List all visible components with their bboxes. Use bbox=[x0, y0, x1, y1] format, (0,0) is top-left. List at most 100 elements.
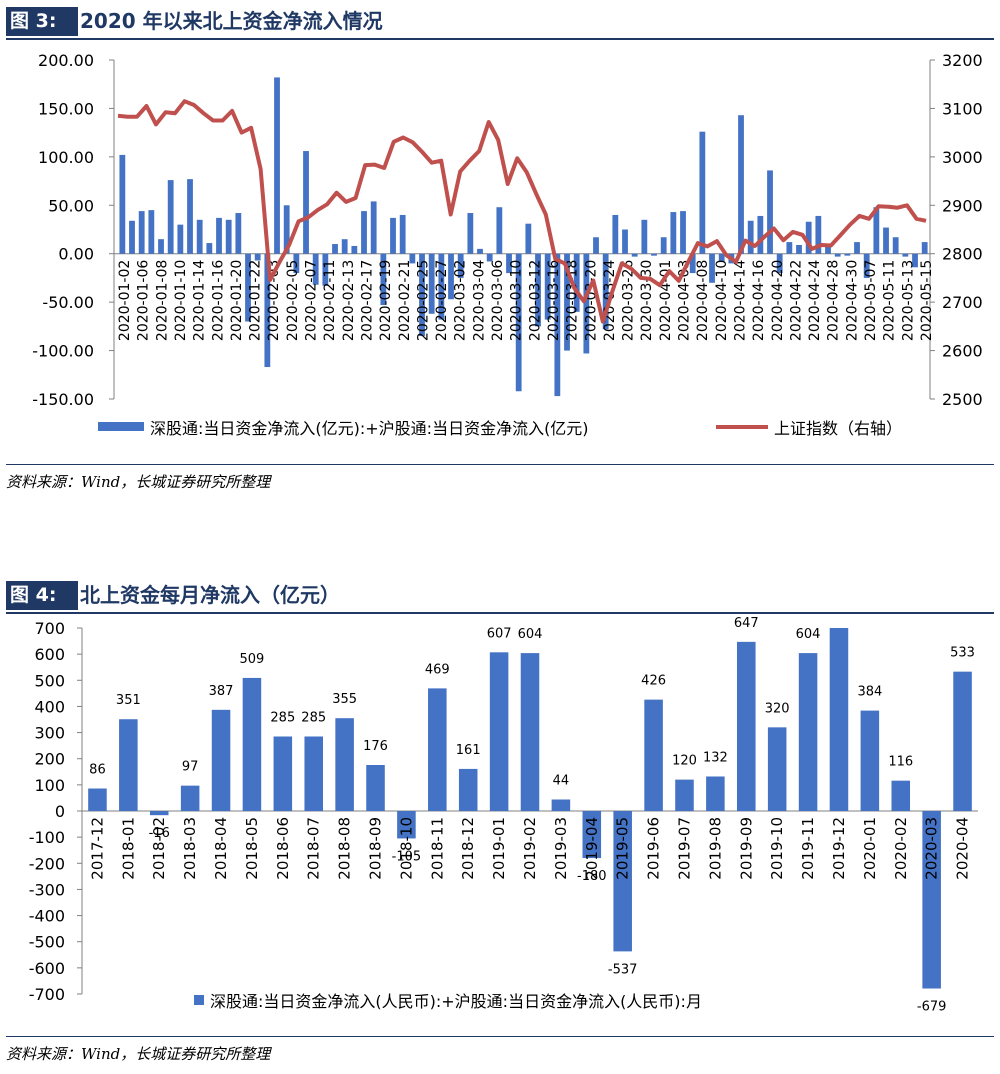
bar bbox=[409, 253, 416, 264]
figure4-source: 资料来源：Wind，长城证券研究所整理 bbox=[6, 1036, 994, 1064]
bar bbox=[798, 653, 818, 811]
bar bbox=[390, 217, 396, 254]
x-tick-label: 2018-02 bbox=[150, 817, 168, 880]
bar bbox=[738, 115, 744, 254]
bar bbox=[644, 699, 663, 811]
x-tick-label: 2020-04-24 bbox=[807, 260, 823, 341]
x-tick-label: 2019-07 bbox=[675, 817, 693, 880]
left-tick-label: -150.00 bbox=[32, 390, 94, 409]
bar bbox=[283, 205, 290, 254]
bar bbox=[757, 215, 764, 254]
x-tick-label: 2019-06 bbox=[645, 817, 663, 880]
bar bbox=[312, 253, 319, 285]
data-label: 351 bbox=[116, 693, 141, 708]
left-tick-label: 50.00 bbox=[48, 196, 94, 215]
data-label: 604 bbox=[796, 627, 821, 642]
x-tick-label: 2018-01 bbox=[119, 817, 137, 880]
bar bbox=[525, 223, 532, 254]
bar bbox=[148, 210, 155, 254]
bar bbox=[341, 239, 348, 254]
x-tick-label: 2020-04 bbox=[954, 817, 972, 880]
bar bbox=[631, 253, 638, 257]
bar bbox=[544, 253, 551, 320]
x-tick-label: 2020-05-15 bbox=[919, 260, 935, 341]
figure3-title: 2020 年以来北上资金净流入情况 bbox=[80, 9, 383, 33]
left-tick-label: -100.00 bbox=[32, 342, 94, 361]
bar bbox=[718, 253, 725, 262]
left-tick-label: -50.00 bbox=[42, 293, 94, 312]
x-tick-label: 2020-02-13 bbox=[341, 260, 357, 341]
x-tick-label: 2020-01-08 bbox=[154, 260, 170, 341]
bar bbox=[902, 253, 909, 257]
bar bbox=[883, 227, 889, 254]
right-tick-label: 3100 bbox=[942, 99, 983, 118]
data-label: 509 bbox=[240, 652, 265, 667]
bar bbox=[216, 217, 222, 254]
left-tick-label: 150.00 bbox=[38, 99, 94, 118]
figure4-title: 北上资金每月净流入（亿元） bbox=[80, 583, 340, 607]
legend-bar-label: 深股通:当日资金净流入(人民币):+沪股通:当日资金净流入(人民币):月 bbox=[210, 992, 702, 1011]
figure3-source: 资料来源：Wind，长城证券研究所整理 bbox=[6, 464, 994, 492]
x-tick-label: 2020-04-22 bbox=[788, 260, 804, 341]
x-tick-label: 2018-12 bbox=[459, 817, 477, 880]
x-tick-label: 2018-06 bbox=[274, 817, 292, 880]
x-tick-label: 2018-09 bbox=[367, 817, 385, 880]
right-tick-label: 2700 bbox=[942, 293, 983, 312]
x-tick-label: 2020-01-20 bbox=[229, 260, 245, 341]
y-tick-label: -500 bbox=[29, 933, 65, 952]
right-tick-label: 3200 bbox=[942, 51, 983, 70]
data-label: 132 bbox=[703, 750, 728, 765]
y-tick-label: -600 bbox=[29, 959, 65, 978]
x-tick-label: 2020-01 bbox=[861, 817, 879, 880]
bar bbox=[158, 239, 164, 254]
x-tick-label: 2020-03-16 bbox=[546, 260, 562, 341]
bar bbox=[922, 811, 941, 989]
bar bbox=[486, 253, 493, 262]
bar bbox=[660, 237, 667, 254]
data-label: 120 bbox=[672, 754, 697, 769]
bar bbox=[651, 253, 657, 256]
right-tick-label: 2500 bbox=[942, 390, 983, 409]
y-tick-label: 700 bbox=[34, 619, 65, 638]
x-tick-label: 2019-03 bbox=[552, 817, 570, 880]
bar bbox=[458, 768, 478, 811]
bar bbox=[689, 253, 696, 274]
bar bbox=[825, 244, 831, 254]
x-tick-label: 2020-04-16 bbox=[751, 260, 767, 341]
bar bbox=[380, 253, 387, 306]
bar bbox=[709, 253, 715, 283]
bar bbox=[496, 207, 503, 254]
x-tick-label: 2020-03-06 bbox=[490, 260, 506, 341]
bar bbox=[489, 652, 509, 811]
bar bbox=[776, 253, 783, 274]
y-tick-label: 0 bbox=[55, 802, 65, 821]
x-tick-label: 2020-01-22 bbox=[248, 260, 264, 341]
y-tick-label: -300 bbox=[29, 880, 65, 899]
bar bbox=[551, 799, 571, 811]
y-tick-label: 500 bbox=[34, 671, 65, 690]
y-tick-label: 200 bbox=[34, 750, 65, 769]
bar bbox=[225, 219, 232, 254]
x-tick-label: 2020-03-04 bbox=[471, 260, 487, 341]
bar bbox=[242, 677, 262, 811]
bar bbox=[138, 211, 145, 254]
bar bbox=[397, 811, 416, 839]
x-tick-label: 2019-12 bbox=[830, 817, 848, 880]
bar bbox=[953, 671, 972, 811]
x-tick-label: 2019-05 bbox=[614, 817, 632, 880]
bar bbox=[573, 253, 580, 312]
x-tick-label: 2020-02-05 bbox=[285, 260, 301, 341]
bar bbox=[863, 253, 870, 278]
index-line bbox=[117, 99, 927, 324]
x-tick-label: 2019-01 bbox=[490, 817, 508, 880]
data-label: 647 bbox=[734, 616, 759, 631]
data-label: -105 bbox=[392, 849, 422, 864]
data-label: -16 bbox=[149, 826, 170, 841]
x-tick-label: 2020-02-27 bbox=[434, 260, 450, 341]
figure3-chart: 200.00 150.00 100.00 50.00 0.00 -50.00 -100.00… bbox=[32, 51, 983, 438]
x-tick-label: 2020-02-19 bbox=[378, 260, 394, 341]
bar bbox=[921, 242, 928, 254]
bar bbox=[129, 220, 135, 254]
x-tick-label: 2020-01-14 bbox=[192, 260, 208, 341]
x-tick-label: 2018-11 bbox=[428, 817, 446, 880]
